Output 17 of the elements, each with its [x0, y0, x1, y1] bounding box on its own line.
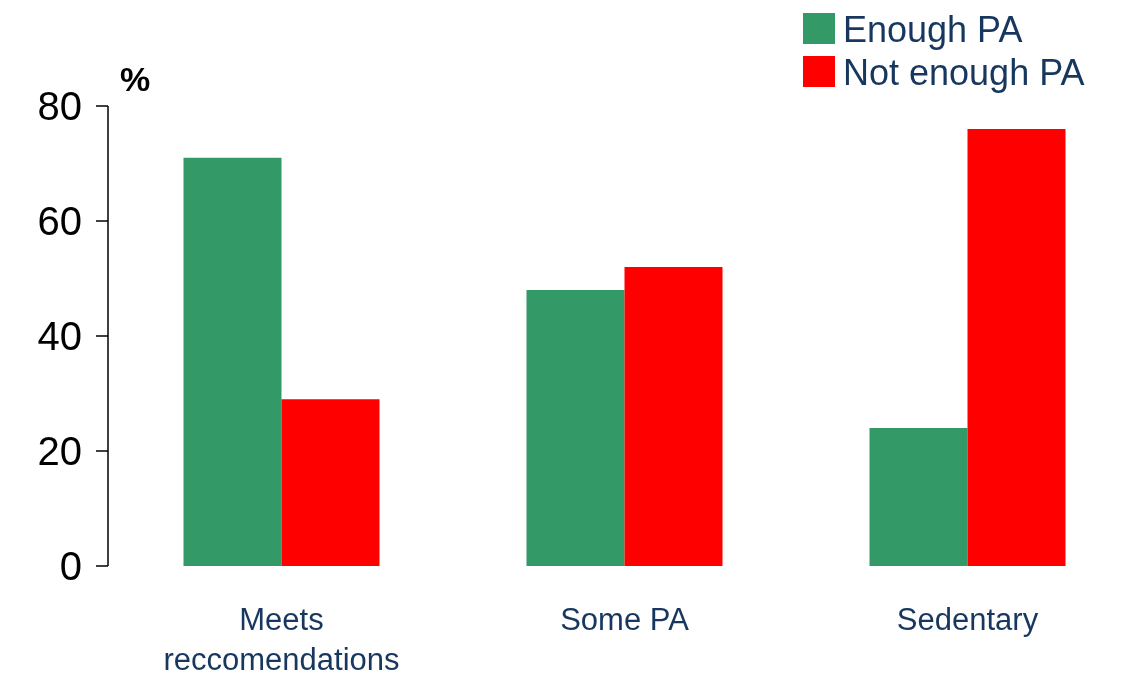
y-tick-label: 0	[59, 544, 82, 588]
bar	[183, 157, 282, 566]
bar	[967, 129, 1066, 566]
legend-label: Not enough PA	[843, 51, 1085, 93]
y-tick-label: 80	[37, 84, 82, 128]
y-tick-label: 60	[37, 199, 82, 243]
bar	[869, 428, 968, 566]
y-axis-title: %	[120, 60, 151, 98]
x-tick-label: Sedentary	[896, 602, 1039, 637]
legend-label: Enough PA	[843, 8, 1023, 50]
bar	[526, 290, 625, 566]
y-tick-label: 40	[37, 314, 82, 358]
x-tick-label: Meets reccomendations	[163, 602, 400, 677]
x-tick-label: Some PA	[560, 602, 690, 637]
y-tick-label: 20	[37, 429, 82, 473]
bar	[624, 267, 723, 566]
bar	[281, 399, 380, 566]
